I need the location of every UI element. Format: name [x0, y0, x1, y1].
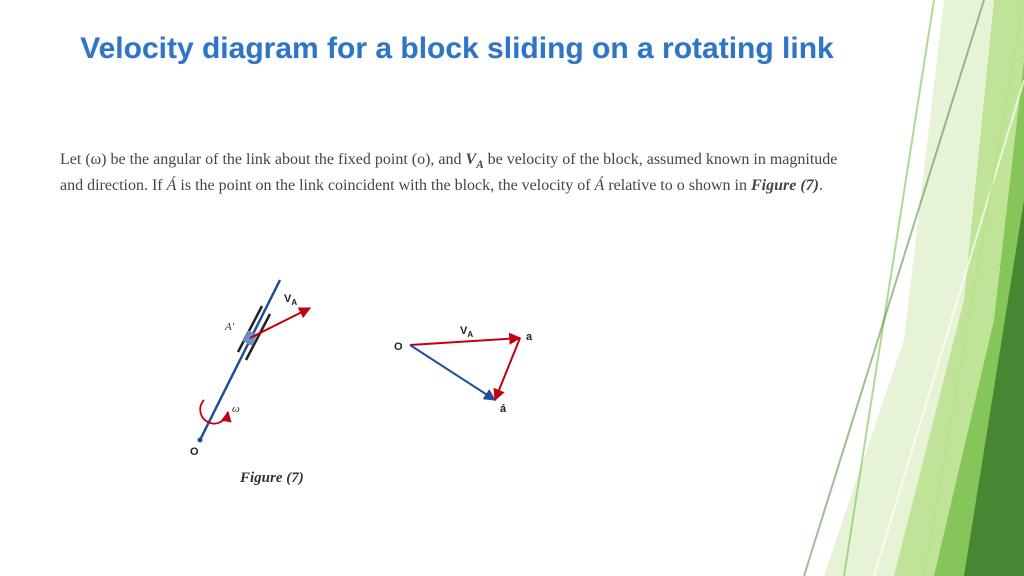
pivot-point — [198, 438, 203, 443]
label-O-right: O — [394, 341, 403, 353]
body-text-1: Let (ω) be the angular of the link about… — [60, 151, 466, 168]
va-symbol: V — [466, 151, 477, 168]
figure-ref: Figure (7) — [751, 177, 819, 194]
velocity-diagram: O A' VA ω O VA a á — [150, 260, 670, 500]
link-line — [200, 280, 280, 440]
hatch-line — [238, 306, 262, 352]
label-ahat: á — [500, 403, 507, 415]
label-a: a — [526, 331, 533, 343]
label-VA-right: VA — [460, 325, 473, 339]
label-O-left: O — [190, 446, 199, 458]
page-title: Velocity diagram for a block sliding on … — [60, 30, 854, 68]
label-VA-left: VA — [284, 293, 297, 307]
body-text-5: . — [819, 177, 823, 194]
slide-decoration — [784, 0, 1024, 576]
right-diagram: O VA a á — [394, 325, 533, 415]
va-subscript: A — [476, 159, 483, 171]
ahat-1: Á — [167, 177, 177, 194]
edge-aahat — [495, 338, 520, 400]
left-diagram: O A' VA ω — [190, 280, 310, 458]
figure-area: O A' VA ω O VA a á Figure (7) — [150, 260, 670, 500]
figure-caption: Figure (7) — [240, 470, 304, 487]
body-text-4: relative to o shown in — [604, 177, 751, 194]
ahat-2: Á — [595, 177, 605, 194]
body-text-3: is the point on the link coincident with… — [176, 177, 594, 194]
edge-Oahat — [410, 345, 495, 400]
body-paragraph: Let (ω) be the angular of the link about… — [60, 148, 864, 198]
label-omega: ω — [232, 403, 240, 415]
label-Aprime: A' — [224, 321, 235, 333]
edge-Oa — [410, 338, 520, 345]
